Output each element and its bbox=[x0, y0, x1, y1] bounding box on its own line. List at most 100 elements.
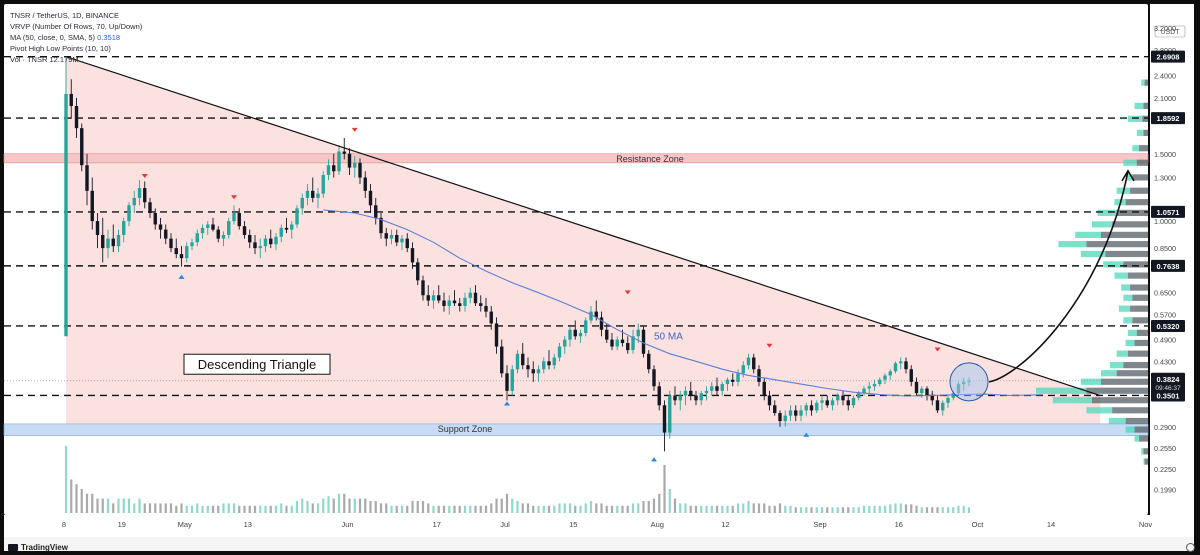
volume-bar bbox=[458, 505, 461, 513]
volume-bar bbox=[568, 503, 572, 513]
candle-body bbox=[657, 386, 661, 406]
volume-bar bbox=[931, 507, 934, 513]
volume-bar bbox=[847, 507, 850, 513]
candle-body bbox=[741, 365, 745, 374]
volume-bar bbox=[936, 507, 939, 513]
volume-profile-bar-up bbox=[1132, 145, 1140, 152]
volume-bar bbox=[427, 503, 430, 513]
volume-bar bbox=[469, 505, 472, 513]
gear-icon[interactable] bbox=[1186, 543, 1195, 552]
volume-bar bbox=[159, 503, 162, 513]
tradingview-brand[interactable]: TradingView bbox=[8, 543, 68, 552]
volume-bar bbox=[301, 498, 304, 513]
volume-bar bbox=[374, 501, 377, 513]
volume-profile-bar-up bbox=[1058, 241, 1087, 248]
candle-body bbox=[116, 234, 121, 247]
volume-bar bbox=[805, 507, 808, 513]
candle-body bbox=[841, 395, 845, 401]
volume-bar bbox=[747, 501, 750, 513]
volume-bar bbox=[684, 503, 687, 513]
candle-body bbox=[468, 292, 472, 298]
candle-body bbox=[137, 188, 142, 198]
legend-ma: MA (50, close, 0, SMA, 5) 0.3518 bbox=[10, 33, 120, 42]
volume-bar bbox=[395, 505, 398, 513]
volume-bar bbox=[883, 505, 887, 513]
volume-bar bbox=[521, 503, 524, 513]
candle-body bbox=[820, 400, 824, 403]
candle-body bbox=[374, 205, 378, 218]
candle-body bbox=[237, 213, 241, 227]
volume-bar bbox=[180, 503, 183, 513]
volume-bar bbox=[353, 498, 356, 513]
price-tick-label: 0.4900 bbox=[1154, 336, 1176, 345]
volume-bar bbox=[511, 498, 514, 513]
volume-bar bbox=[726, 505, 729, 513]
candle-body bbox=[904, 361, 908, 370]
candle-body bbox=[174, 248, 178, 255]
candle-body bbox=[300, 197, 304, 209]
volume-bar bbox=[259, 505, 262, 513]
volume-bar bbox=[946, 507, 950, 513]
candle-body bbox=[668, 395, 672, 433]
volume-bar bbox=[127, 498, 131, 513]
volume-bar bbox=[547, 505, 551, 513]
volume-profile-bar-up bbox=[1108, 417, 1126, 425]
candle-body bbox=[85, 165, 89, 191]
volume-profile-bar-down bbox=[1144, 458, 1148, 465]
volume-profile-bar-down bbox=[1092, 397, 1148, 404]
candle-body bbox=[216, 229, 220, 239]
volume-bar bbox=[369, 501, 372, 513]
time-tick-label: 8 bbox=[62, 520, 66, 529]
volume-bar bbox=[637, 503, 640, 513]
volume-profile-bar-up bbox=[1080, 378, 1101, 385]
level-price-label-bg bbox=[1151, 112, 1185, 125]
volume-bar bbox=[169, 503, 173, 513]
candle-body bbox=[620, 339, 625, 344]
volume-bar bbox=[253, 505, 257, 513]
candle-body bbox=[767, 395, 772, 406]
volume-bar bbox=[616, 505, 619, 513]
candle-body bbox=[815, 402, 819, 411]
volume-bar bbox=[290, 505, 293, 513]
pivot-high-marker bbox=[351, 127, 358, 132]
descending-triangle-area bbox=[66, 56, 1101, 424]
resistance-zone-label: Resistance Zone bbox=[616, 154, 684, 164]
pivot-high-marker bbox=[934, 347, 941, 352]
candle-body bbox=[284, 227, 289, 230]
legend-vrvp: VRVP (Number Of Rows, 70, Up/Down) bbox=[10, 22, 143, 31]
candle-body bbox=[935, 400, 940, 411]
volume-profile-bar-down bbox=[1142, 115, 1148, 122]
volume-bar bbox=[757, 503, 761, 513]
candle-body bbox=[752, 357, 756, 370]
volume-bar bbox=[778, 503, 782, 513]
volume-bar bbox=[64, 445, 68, 513]
candle-body bbox=[248, 234, 252, 243]
volume-bar bbox=[206, 505, 209, 513]
volume-bar bbox=[600, 503, 603, 513]
volume-bar bbox=[532, 505, 535, 513]
candle-body bbox=[253, 242, 257, 249]
level-price-label-bg bbox=[1151, 319, 1185, 332]
volume-bar bbox=[621, 505, 624, 513]
volume-bar bbox=[962, 505, 965, 513]
volume-bar bbox=[243, 505, 246, 513]
volume-bar bbox=[878, 505, 881, 513]
candle-body bbox=[731, 379, 735, 382]
price-axis-unit-box bbox=[1154, 25, 1186, 38]
candle-body bbox=[69, 93, 73, 106]
candle-body bbox=[169, 238, 173, 249]
volume-bar bbox=[794, 507, 797, 513]
candle-body bbox=[337, 151, 341, 172]
support-zone bbox=[3, 423, 1149, 436]
candle-body bbox=[626, 343, 630, 351]
candle-body bbox=[573, 329, 577, 337]
volume-profile-bar-down bbox=[1123, 362, 1148, 369]
candle-body bbox=[809, 405, 814, 411]
current-price-label-bg bbox=[1151, 372, 1185, 392]
time-tick-label: Sep bbox=[813, 520, 826, 529]
candle-body bbox=[694, 395, 698, 401]
footer-bar bbox=[4, 537, 1194, 551]
volume-bar bbox=[122, 498, 125, 513]
candle-body bbox=[389, 234, 394, 239]
